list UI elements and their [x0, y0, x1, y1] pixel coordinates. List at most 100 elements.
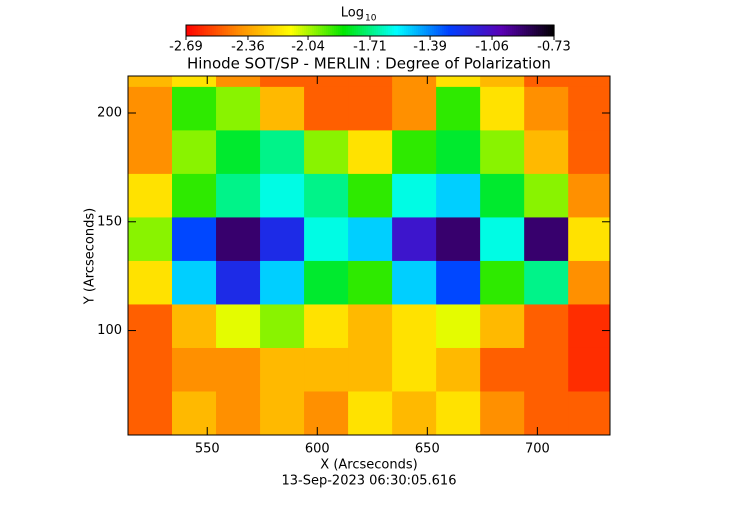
colorbar-swatch	[186, 25, 189, 36]
colorbar-swatch	[440, 25, 443, 36]
colorbar-swatch	[206, 25, 209, 36]
colorbar-swatch	[274, 25, 277, 36]
colorbar-swatch	[492, 25, 495, 36]
colorbar-swatch	[508, 25, 511, 36]
colorbar-swatch	[430, 25, 433, 36]
colorbar-swatch	[350, 25, 353, 36]
colorbar-label: Log	[341, 6, 364, 21]
colorbar-swatch	[348, 25, 351, 36]
colorbar-swatch	[216, 25, 219, 36]
colorbar-swatch	[386, 25, 389, 36]
colorbar-swatch	[464, 25, 467, 36]
colorbar-swatch	[242, 25, 245, 36]
footer: 13-Sep-2023 06:30:05.616	[282, 474, 457, 489]
colorbar-swatch	[328, 25, 331, 36]
colorbar-swatch	[468, 25, 471, 36]
heatmap-cell	[128, 76, 173, 88]
colorbar-swatch	[394, 25, 397, 36]
heatmap-cell	[348, 304, 393, 349]
colorbar-swatch	[218, 25, 221, 36]
colorbar-swatch	[482, 25, 485, 36]
heatmap-cell	[172, 86, 217, 131]
colorbar-swatch	[400, 25, 403, 36]
colorbar-swatch	[204, 25, 207, 36]
heatmap-cell	[348, 347, 393, 392]
colorbar-label-sub: 10	[365, 14, 377, 24]
colorbar-swatch	[294, 25, 297, 36]
heatmap-cell	[128, 391, 173, 435]
y-axis-label: Y (Arcseconds)	[83, 208, 98, 305]
heatmap-cell	[216, 86, 261, 131]
heatmap-cell	[392, 391, 437, 435]
x-tick-label: 550	[195, 442, 220, 457]
colorbar-swatch	[194, 25, 197, 36]
colorbar-swatch	[260, 25, 263, 36]
colorbar-swatch	[444, 25, 447, 36]
colorbar-swatch	[234, 25, 237, 36]
heatmap-cell	[524, 86, 569, 131]
heatmap-cell	[392, 173, 437, 218]
colorbar-swatch	[494, 25, 497, 36]
heatmap-cell	[348, 260, 393, 305]
colorbar-swatch	[380, 25, 383, 36]
y-tick-label: 100	[97, 323, 122, 338]
colorbar-swatch	[510, 25, 513, 36]
colorbar-swatch	[320, 25, 323, 36]
colorbar-swatch	[284, 25, 287, 36]
colorbar-swatch	[372, 25, 375, 36]
heatmap-cell	[436, 173, 481, 218]
heatmap-cell	[568, 86, 610, 131]
x-tick-label: 600	[305, 442, 330, 457]
heatmap-cell	[304, 347, 349, 392]
heatmap	[128, 76, 610, 435]
x-tick-label: 700	[525, 442, 550, 457]
heatmap-cell	[348, 76, 393, 88]
heatmap-cell	[436, 304, 481, 349]
heatmap-cell	[568, 173, 610, 218]
colorbar-swatch	[220, 25, 223, 36]
colorbar-swatch	[252, 25, 255, 36]
colorbar-swatch	[300, 25, 303, 36]
colorbar-swatch	[324, 25, 327, 36]
heatmap-cell	[524, 173, 569, 218]
colorbar-swatch	[208, 25, 211, 36]
colorbar-swatch	[246, 25, 249, 36]
heatmap-cell	[128, 260, 173, 305]
colorbar-swatch	[188, 25, 191, 36]
colorbar-swatch	[238, 25, 241, 36]
colorbar-swatch	[392, 25, 395, 36]
heatmap-cell	[392, 217, 437, 262]
heatmap-cell	[216, 173, 261, 218]
heatmap-cell	[480, 391, 525, 435]
colorbar-swatch	[546, 25, 549, 36]
colorbar-swatch	[326, 25, 329, 36]
colorbar-swatch	[210, 25, 213, 36]
colorbar-swatch	[448, 25, 451, 36]
colorbar-swatch	[224, 25, 227, 36]
colorbar-swatch	[222, 25, 225, 36]
heatmap-cell	[392, 76, 437, 88]
heatmap-cell	[304, 86, 349, 131]
colorbar-swatch	[318, 25, 321, 36]
heatmap-cell	[304, 391, 349, 435]
heatmap-cell	[172, 76, 217, 88]
colorbar-swatch	[532, 25, 535, 36]
colorbar-swatch	[502, 25, 505, 36]
colorbar-swatch	[312, 25, 315, 36]
colorbar-tick-label: -1.06	[475, 40, 509, 55]
heatmap-cell	[304, 76, 349, 88]
colorbar-swatch	[488, 25, 491, 36]
colorbar-swatch	[248, 25, 251, 36]
colorbar-tick-label: -1.39	[413, 40, 447, 55]
colorbar-swatch	[214, 25, 217, 36]
heatmap-cell	[260, 86, 305, 131]
colorbar-swatch	[438, 25, 441, 36]
colorbar-swatch	[460, 25, 463, 36]
heatmap-cell	[436, 260, 481, 305]
colorbar-swatch	[270, 25, 273, 36]
y-tick-label: 150	[97, 214, 122, 229]
colorbar-swatch	[364, 25, 367, 36]
colorbar-swatch	[322, 25, 325, 36]
colorbar-swatch	[202, 25, 205, 36]
heatmap-cell	[436, 76, 481, 88]
